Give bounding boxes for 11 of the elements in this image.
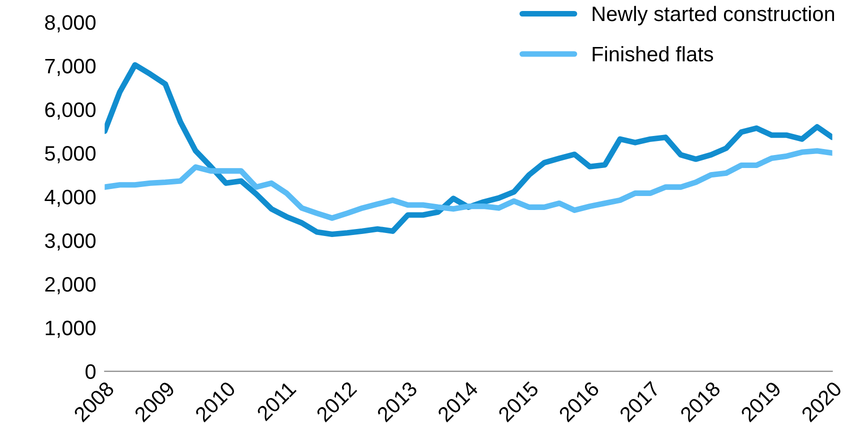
y-tick-label: 0 — [86, 364, 96, 380]
y-tick-label: 5,000 — [45, 146, 96, 164]
y-tick-label: 4,000 — [44, 190, 96, 207]
y-tick-label: 2,000 — [45, 276, 96, 294]
y-tick-label: 8,000 — [45, 15, 96, 32]
legend-label: Finished flats — [592, 46, 714, 62]
y-tick-label: 7,000 — [45, 58, 96, 76]
y-tick-label: 6,000 — [45, 102, 96, 120]
y-tick-label: 1,000 — [46, 320, 96, 338]
y-tick-label: 3,000 — [45, 233, 96, 251]
legend-label: Newly started construction — [592, 6, 834, 26]
